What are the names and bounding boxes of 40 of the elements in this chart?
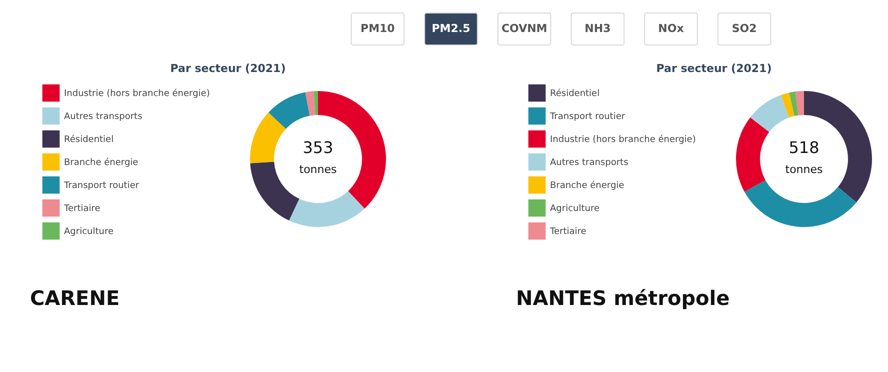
legend-label: Tertiaire (63, 204, 101, 214)
donut-slice (305, 91, 316, 116)
donut-slice (268, 92, 310, 129)
text: 518 (788, 138, 820, 157)
legend-label: Agriculture (550, 204, 600, 214)
category-label: SO2 (732, 22, 757, 35)
donut-slice (789, 92, 798, 116)
chart-title: Par secteur (2021) (170, 62, 286, 75)
legend-label: Autres transports (64, 112, 143, 122)
category-label: PM10 (360, 22, 396, 35)
chart-title: Par secteur (2021) (656, 62, 772, 75)
legend-label: Transport routier (63, 181, 140, 191)
legend-label: Tertiaire (549, 227, 587, 237)
legend-label: Industrie (hors branche énergie) (550, 134, 696, 145)
category-label: NH3 (584, 22, 611, 35)
donut-slice (795, 91, 804, 116)
text: 353 (302, 138, 334, 157)
legend-label: Industrie (hors branche énergie) (64, 88, 210, 99)
legend-label: Résidentiel (64, 134, 114, 145)
text: tonnes (299, 163, 338, 176)
legend-label: Branche énergie (550, 180, 625, 191)
donut-slice (289, 191, 365, 227)
legend-label: Agriculture (64, 227, 114, 237)
legend-label: Branche énergie (64, 157, 139, 168)
category-label: PM2.5 (432, 22, 470, 35)
donut-slice (736, 117, 770, 192)
donut-slice (250, 162, 300, 221)
legend-label: Résidentiel (550, 88, 600, 99)
text: NANTES métropole (516, 286, 730, 310)
donut-slice (780, 92, 794, 118)
category-label: COVNM (501, 22, 548, 35)
legend-label: Autres transports (550, 158, 629, 168)
donut-slice (314, 91, 318, 116)
donut-slice (744, 180, 856, 227)
text: tonnes (785, 163, 824, 176)
donut-slice (250, 112, 286, 164)
text: CARENE (30, 286, 120, 310)
legend-label: Transport routier (549, 112, 626, 122)
donut-slice (750, 95, 790, 132)
category-label: NOx (658, 22, 684, 35)
